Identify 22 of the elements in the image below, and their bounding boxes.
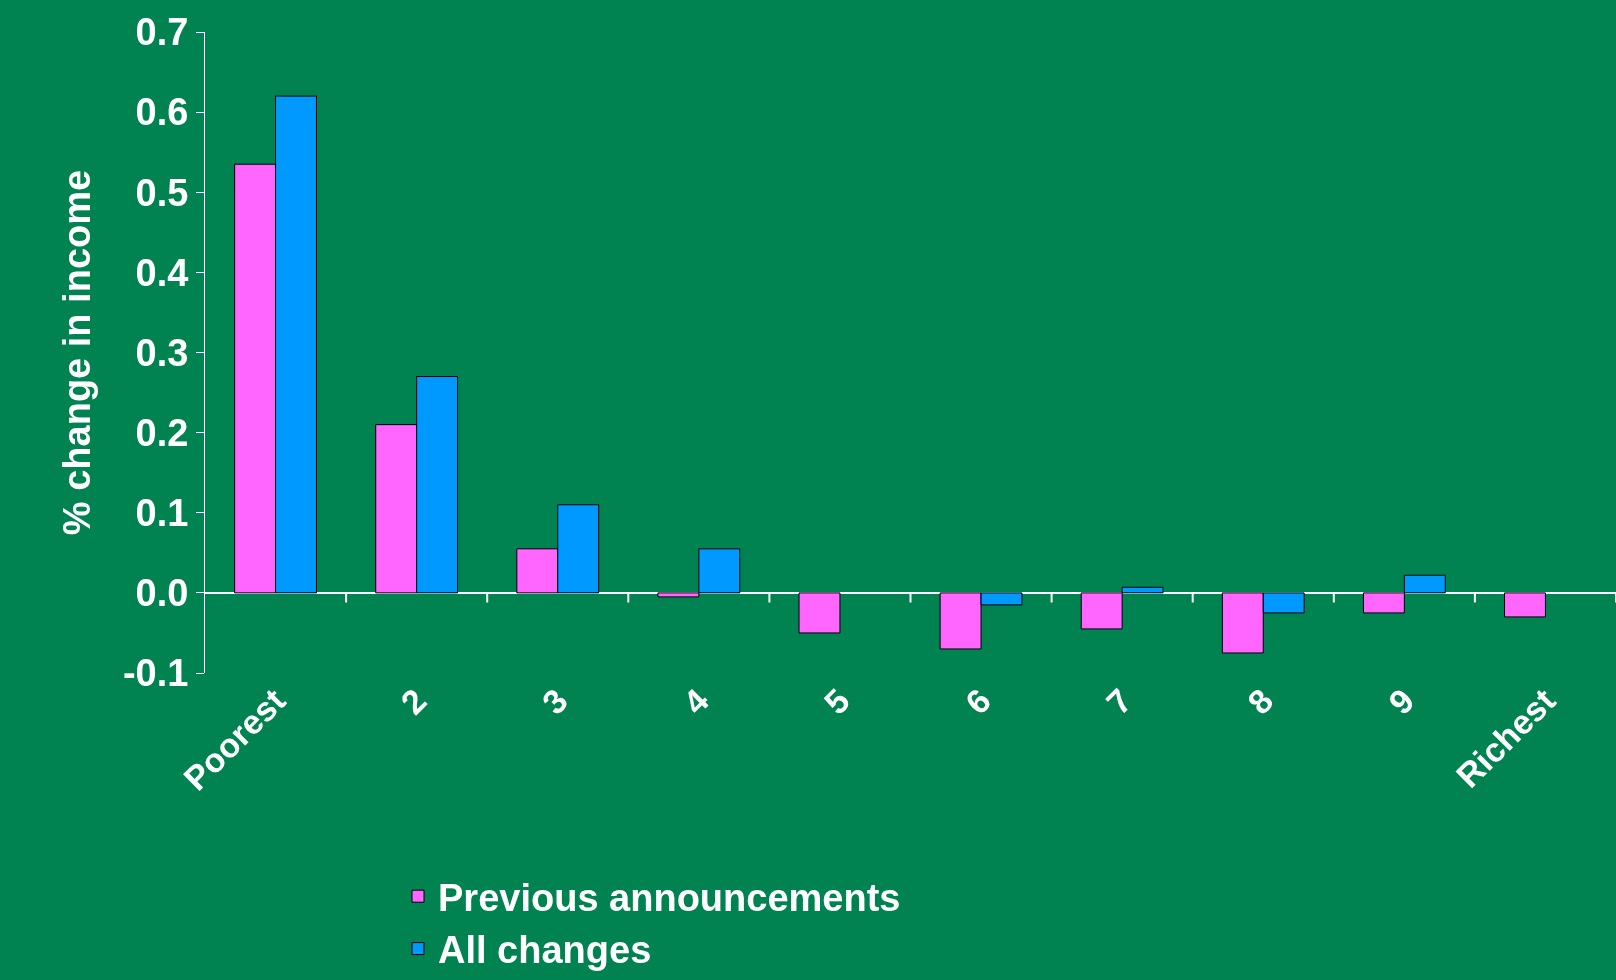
x-tick-label: 6 (957, 681, 999, 722)
y-tick-label: 0.4 (135, 251, 189, 294)
y-tick-label: 0.1 (135, 492, 189, 535)
legend-label: Previous announcements (438, 877, 901, 920)
y-tick-label: 0.7 (135, 11, 189, 54)
y-tick-label: -0.1 (122, 652, 189, 695)
x-tick-label: 5 (816, 681, 857, 722)
y-tick-label: 0.5 (135, 171, 189, 214)
x-tick-label: 9 (1381, 681, 1422, 722)
bar (1504, 592, 1546, 618)
legend-label: All changes (438, 929, 652, 972)
y-tick-label: 0.3 (135, 331, 189, 374)
y-axis-title: % change in income (56, 169, 99, 536)
x-tick-label: 8 (1239, 681, 1281, 722)
y-tick-label: 0.6 (135, 91, 189, 134)
bar (798, 592, 841, 634)
x-tick-label: 3 (534, 681, 575, 722)
y-tick-label: 0.0 (135, 572, 189, 615)
x-tick-label: 7 (1098, 681, 1140, 722)
x-tick-label: 2 (393, 681, 434, 722)
y-tick-label: 0.2 (135, 411, 189, 454)
x-tick-label: 4 (675, 681, 716, 722)
